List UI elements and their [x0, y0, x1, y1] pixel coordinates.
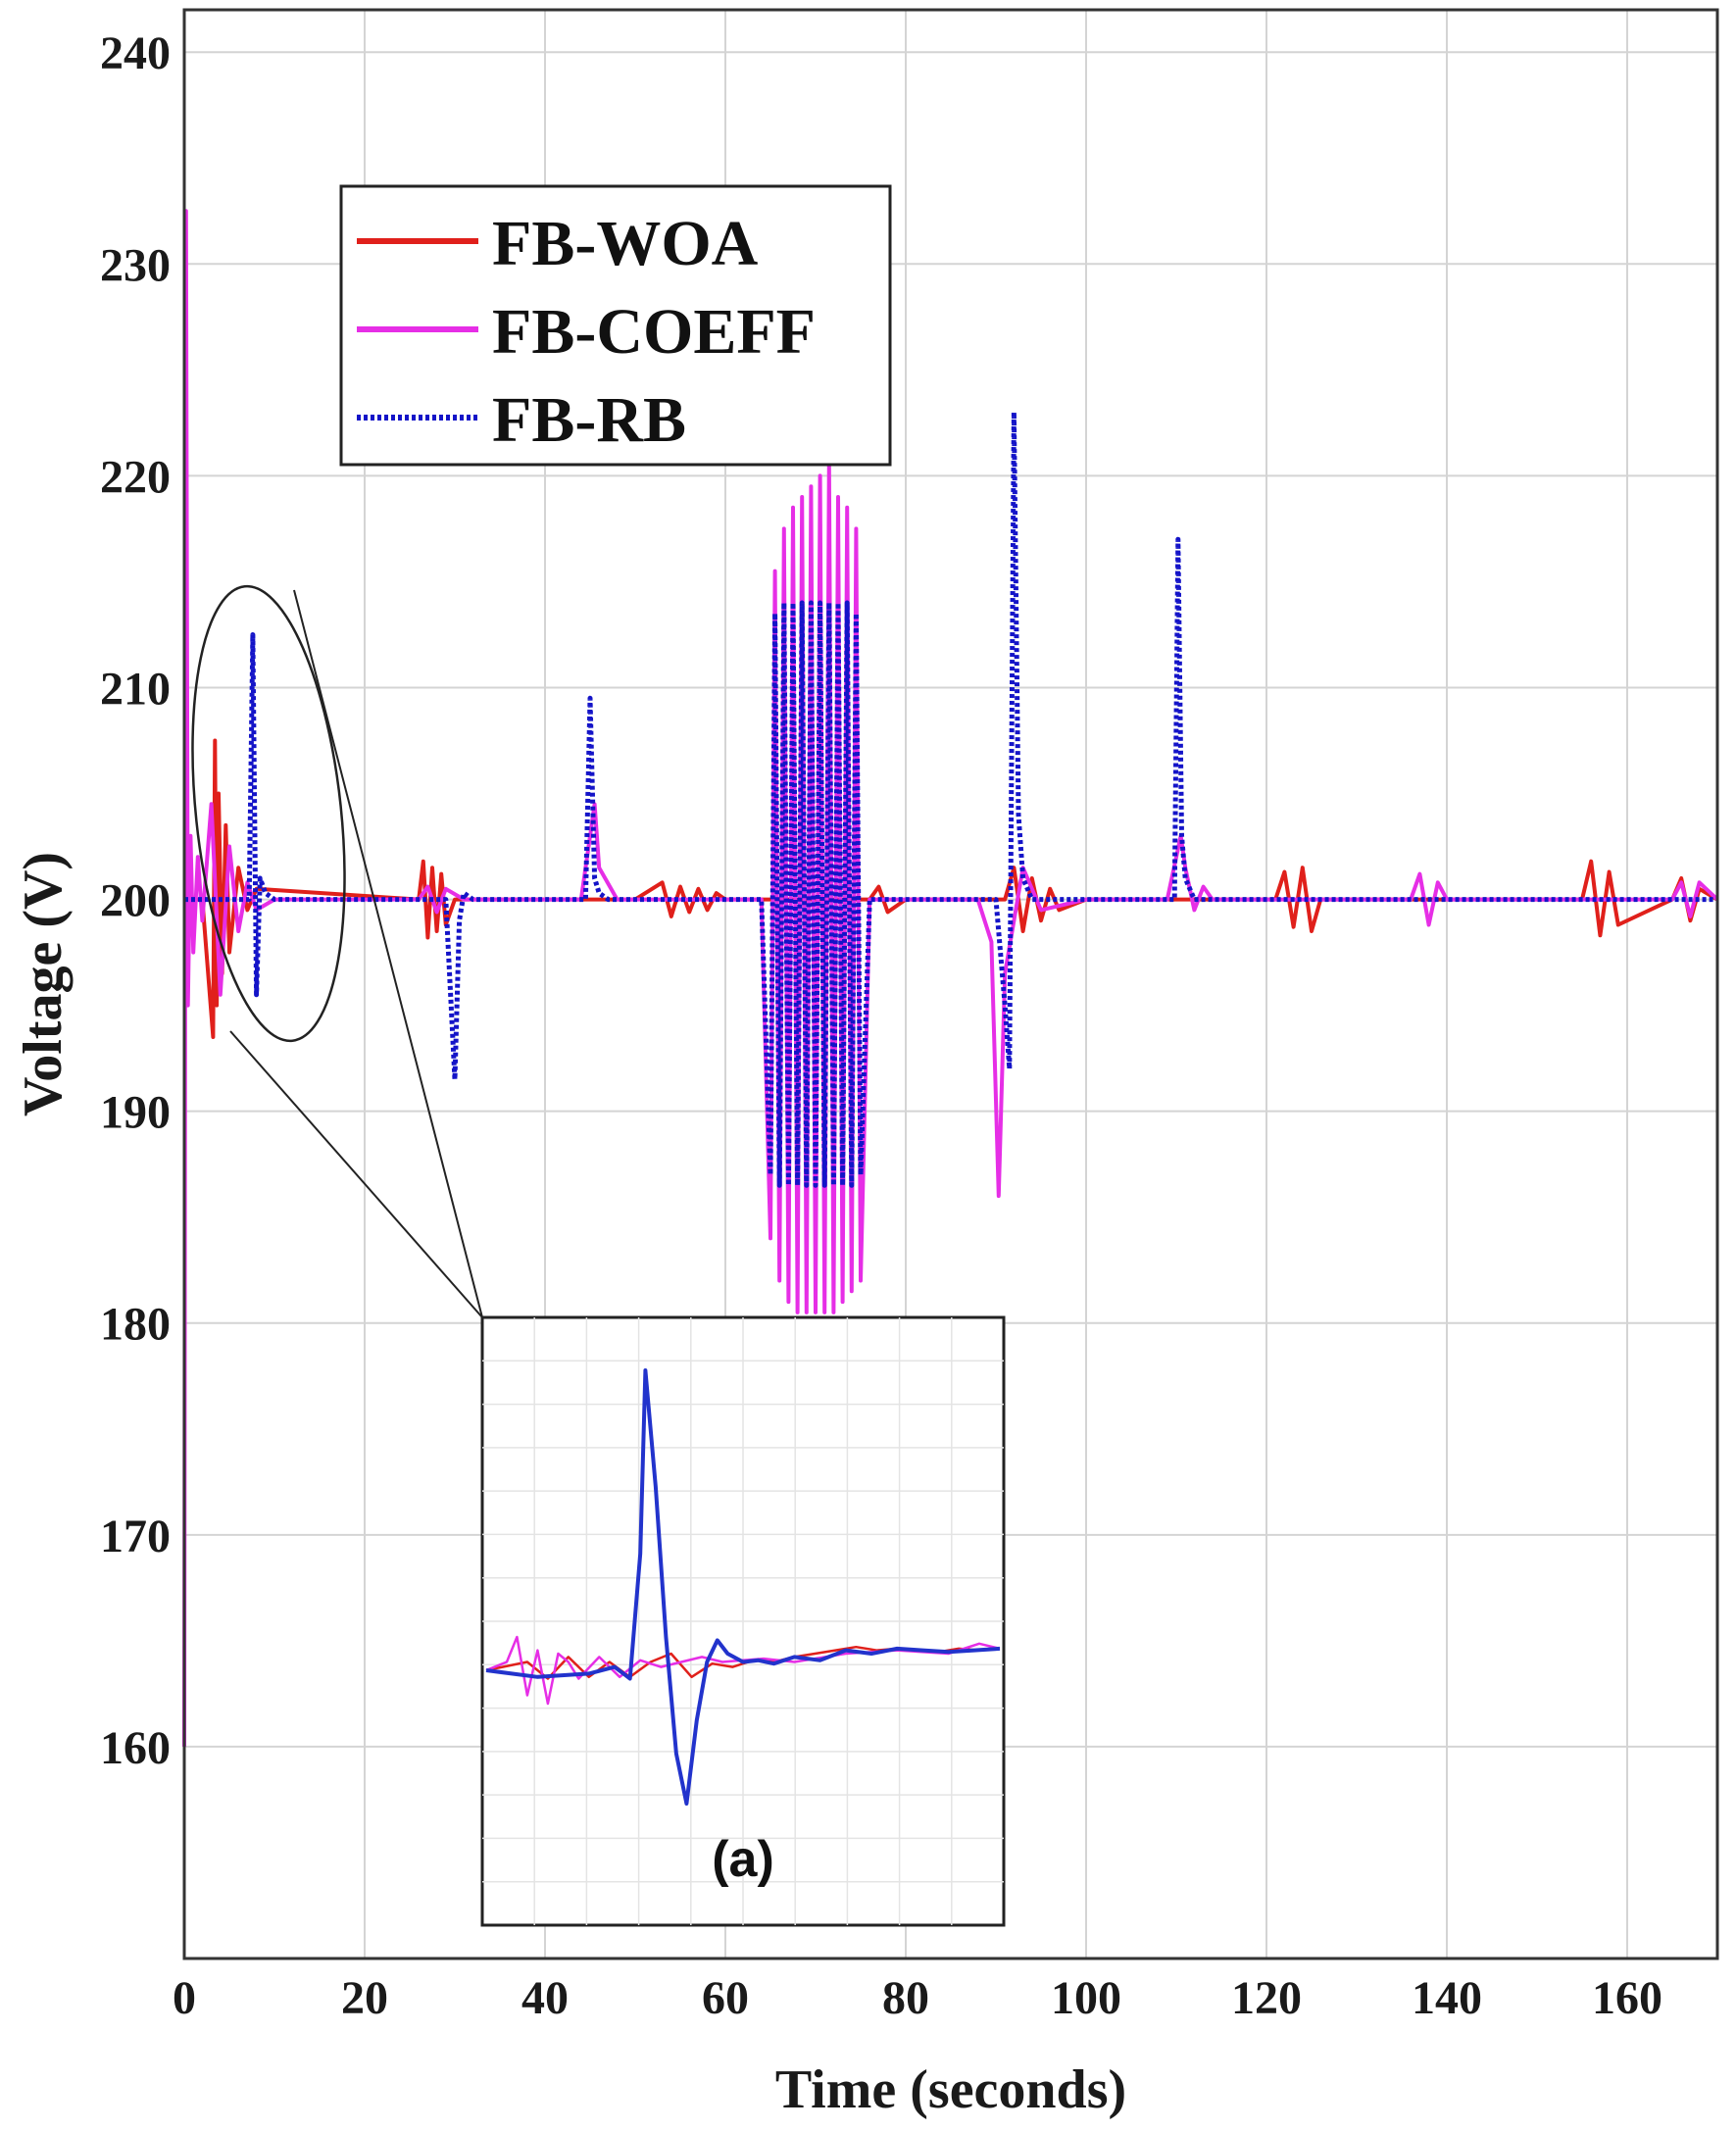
zoom-callout: [191, 584, 483, 1318]
series-group: [182, 209, 1719, 1747]
x-tick-label: 80: [882, 1972, 929, 2024]
y-tick-label: 220: [100, 451, 171, 503]
inset-zoom-panel: (a): [480, 1315, 1006, 1927]
y-tick-label: 170: [100, 1511, 171, 1562]
legend: FB-WOA FB-COEFF FB-RB: [339, 184, 892, 467]
x-tick-label: 0: [173, 1972, 196, 2024]
x-tick-label: 60: [702, 1972, 749, 2024]
zoom-ellipse: [191, 584, 346, 1043]
x-tick-label: 20: [341, 1972, 388, 2024]
y-tick-label: 240: [100, 27, 171, 79]
x-tick-label: 100: [1051, 1972, 1121, 2024]
legend-label-fb-rb: FB-RB: [492, 384, 686, 456]
zoom-connector-line: [229, 1030, 483, 1318]
x-tick-label: 40: [521, 1972, 569, 2024]
y-tick-label: 180: [100, 1299, 171, 1351]
legend-label-fb-woa: FB-WOA: [492, 208, 759, 279]
y-tick-label: 200: [100, 875, 171, 927]
plot-frame: [182, 8, 1719, 1960]
x-tick-label: 140: [1412, 1972, 1482, 2024]
x-tick-label: 160: [1592, 1972, 1662, 2024]
y-tick-label: 160: [100, 1722, 171, 1774]
y-axis-title: Voltage (V): [13, 852, 74, 1116]
x-tick-label: 120: [1231, 1972, 1302, 2024]
inset-series-line-fb-rb: [485, 1368, 1001, 1806]
y-tick-label: 190: [100, 1087, 171, 1139]
x-axis-title: Time (seconds): [775, 2059, 1126, 2120]
y-tick-label: 210: [100, 663, 171, 715]
inset-label: (a): [712, 1831, 774, 1888]
zoom-connector-line: [293, 589, 483, 1318]
tick-labels: 0 20 40 60 80 100 120 140 160 160 170 180 190 200 210 2…: [100, 27, 1662, 2024]
legend-label-fb-coeff: FB-COEFF: [492, 296, 816, 368]
y-tick-label: 230: [100, 239, 171, 291]
